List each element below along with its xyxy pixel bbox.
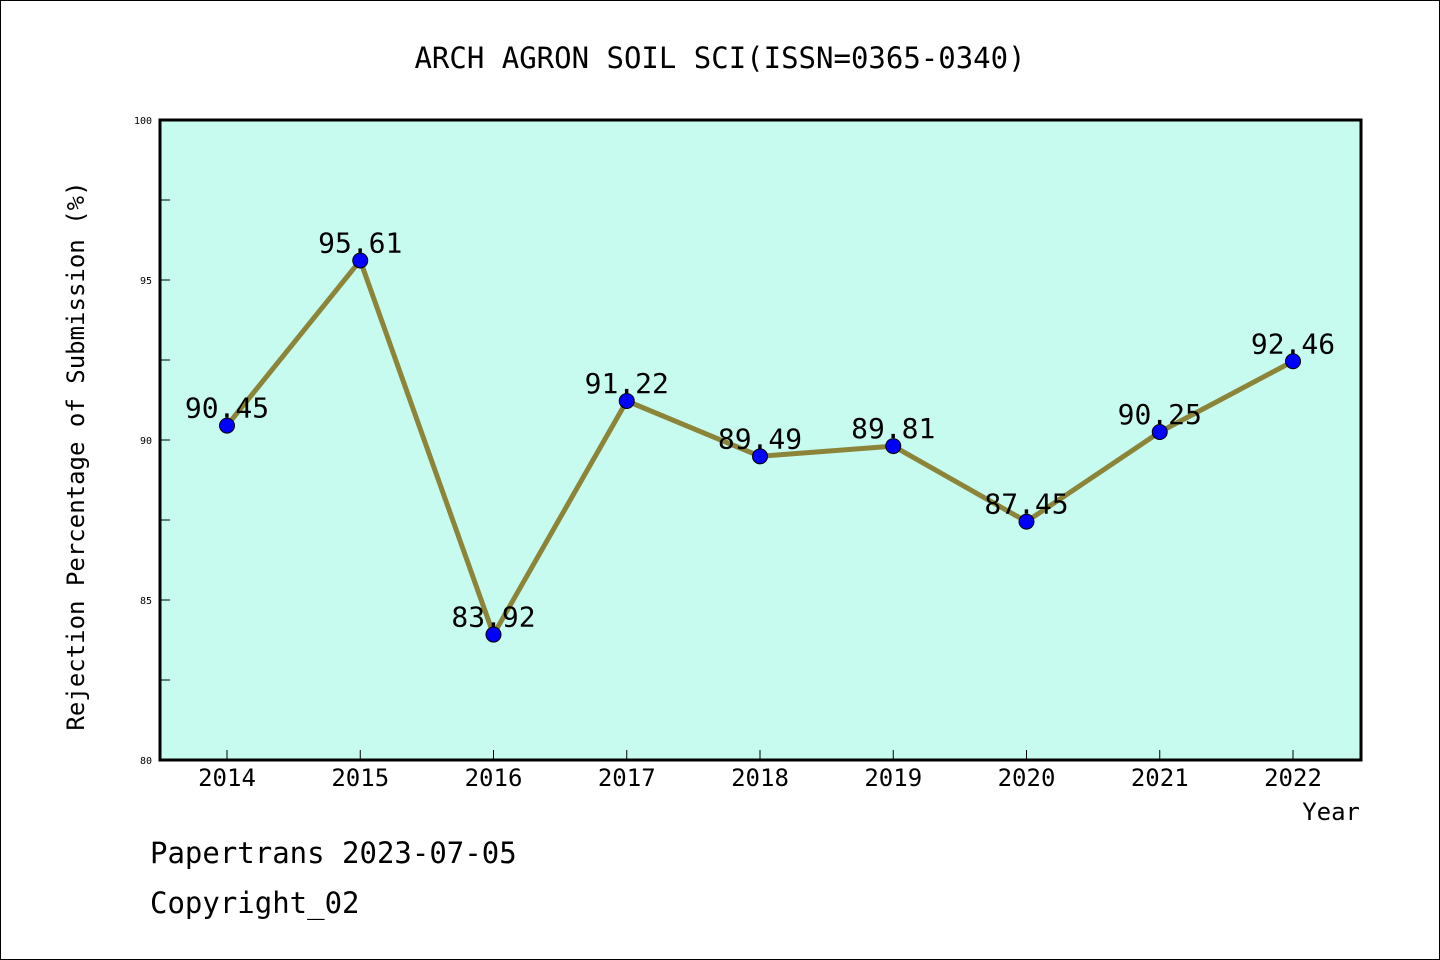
data-point (219, 417, 235, 434)
y-tick-label: 85 (140, 596, 152, 607)
x-tick-label: 2020 (998, 764, 1056, 792)
data-markers (219, 252, 1301, 643)
data-point (885, 438, 902, 455)
data-point (618, 392, 635, 409)
data-label: 90.25 (1118, 398, 1202, 431)
x-tick-label: 2016 (465, 764, 523, 792)
y-tick-label: 90 (140, 436, 152, 447)
y-tick-label: 95 (140, 276, 152, 287)
chart-title: ARCH AGRON SOIL SCI(ISSN=0365-0340) (414, 41, 1025, 75)
data-label: 87.45 (984, 488, 1068, 521)
y-axis-ticks: 80 85 90 95 100 (134, 116, 170, 767)
x-tick-label: 2017 (598, 764, 656, 792)
data-label: 89.49 (718, 422, 802, 455)
x-tick-label: 2019 (864, 764, 922, 792)
data-label: 83.92 (451, 601, 535, 634)
data-label: 89.81 (851, 412, 935, 445)
data-label: 91.22 (585, 367, 669, 400)
x-tick-label: 2018 (731, 764, 789, 792)
data-labels: 90.45 95.61 83.92 91.22 89.49 89.81 87.45 90.25… (185, 226, 1335, 633)
plot-area (158, 118, 1363, 762)
footer-date: Papertrans 2023-07-05 (150, 836, 517, 870)
x-axis-label: Year (1302, 798, 1360, 826)
y-axis-label: Rejection Percentage of Submission (%) (62, 181, 90, 730)
data-point (352, 252, 369, 269)
data-point (1151, 424, 1168, 440)
x-tick-label: 2014 (198, 764, 256, 792)
data-point (752, 448, 768, 465)
x-axis-ticks: 2014 2015 2016 2017 2018 2019 2020 2021 2022 (198, 750, 1322, 792)
x-tick-label: 2022 (1264, 764, 1322, 792)
data-label: 92.46 (1251, 327, 1335, 360)
y-tick-label: 80 (140, 756, 152, 767)
footer-copyright: Copyright_02 (150, 886, 360, 920)
data-point (1018, 513, 1035, 530)
data-point (485, 626, 502, 643)
data-point (1285, 353, 1301, 370)
x-tick-label: 2015 (331, 764, 389, 792)
x-tick-label: 2021 (1131, 764, 1189, 792)
y-tick-label: 100 (134, 116, 152, 127)
data-label: 90.45 (185, 392, 269, 425)
data-label: 95.61 (318, 226, 402, 259)
